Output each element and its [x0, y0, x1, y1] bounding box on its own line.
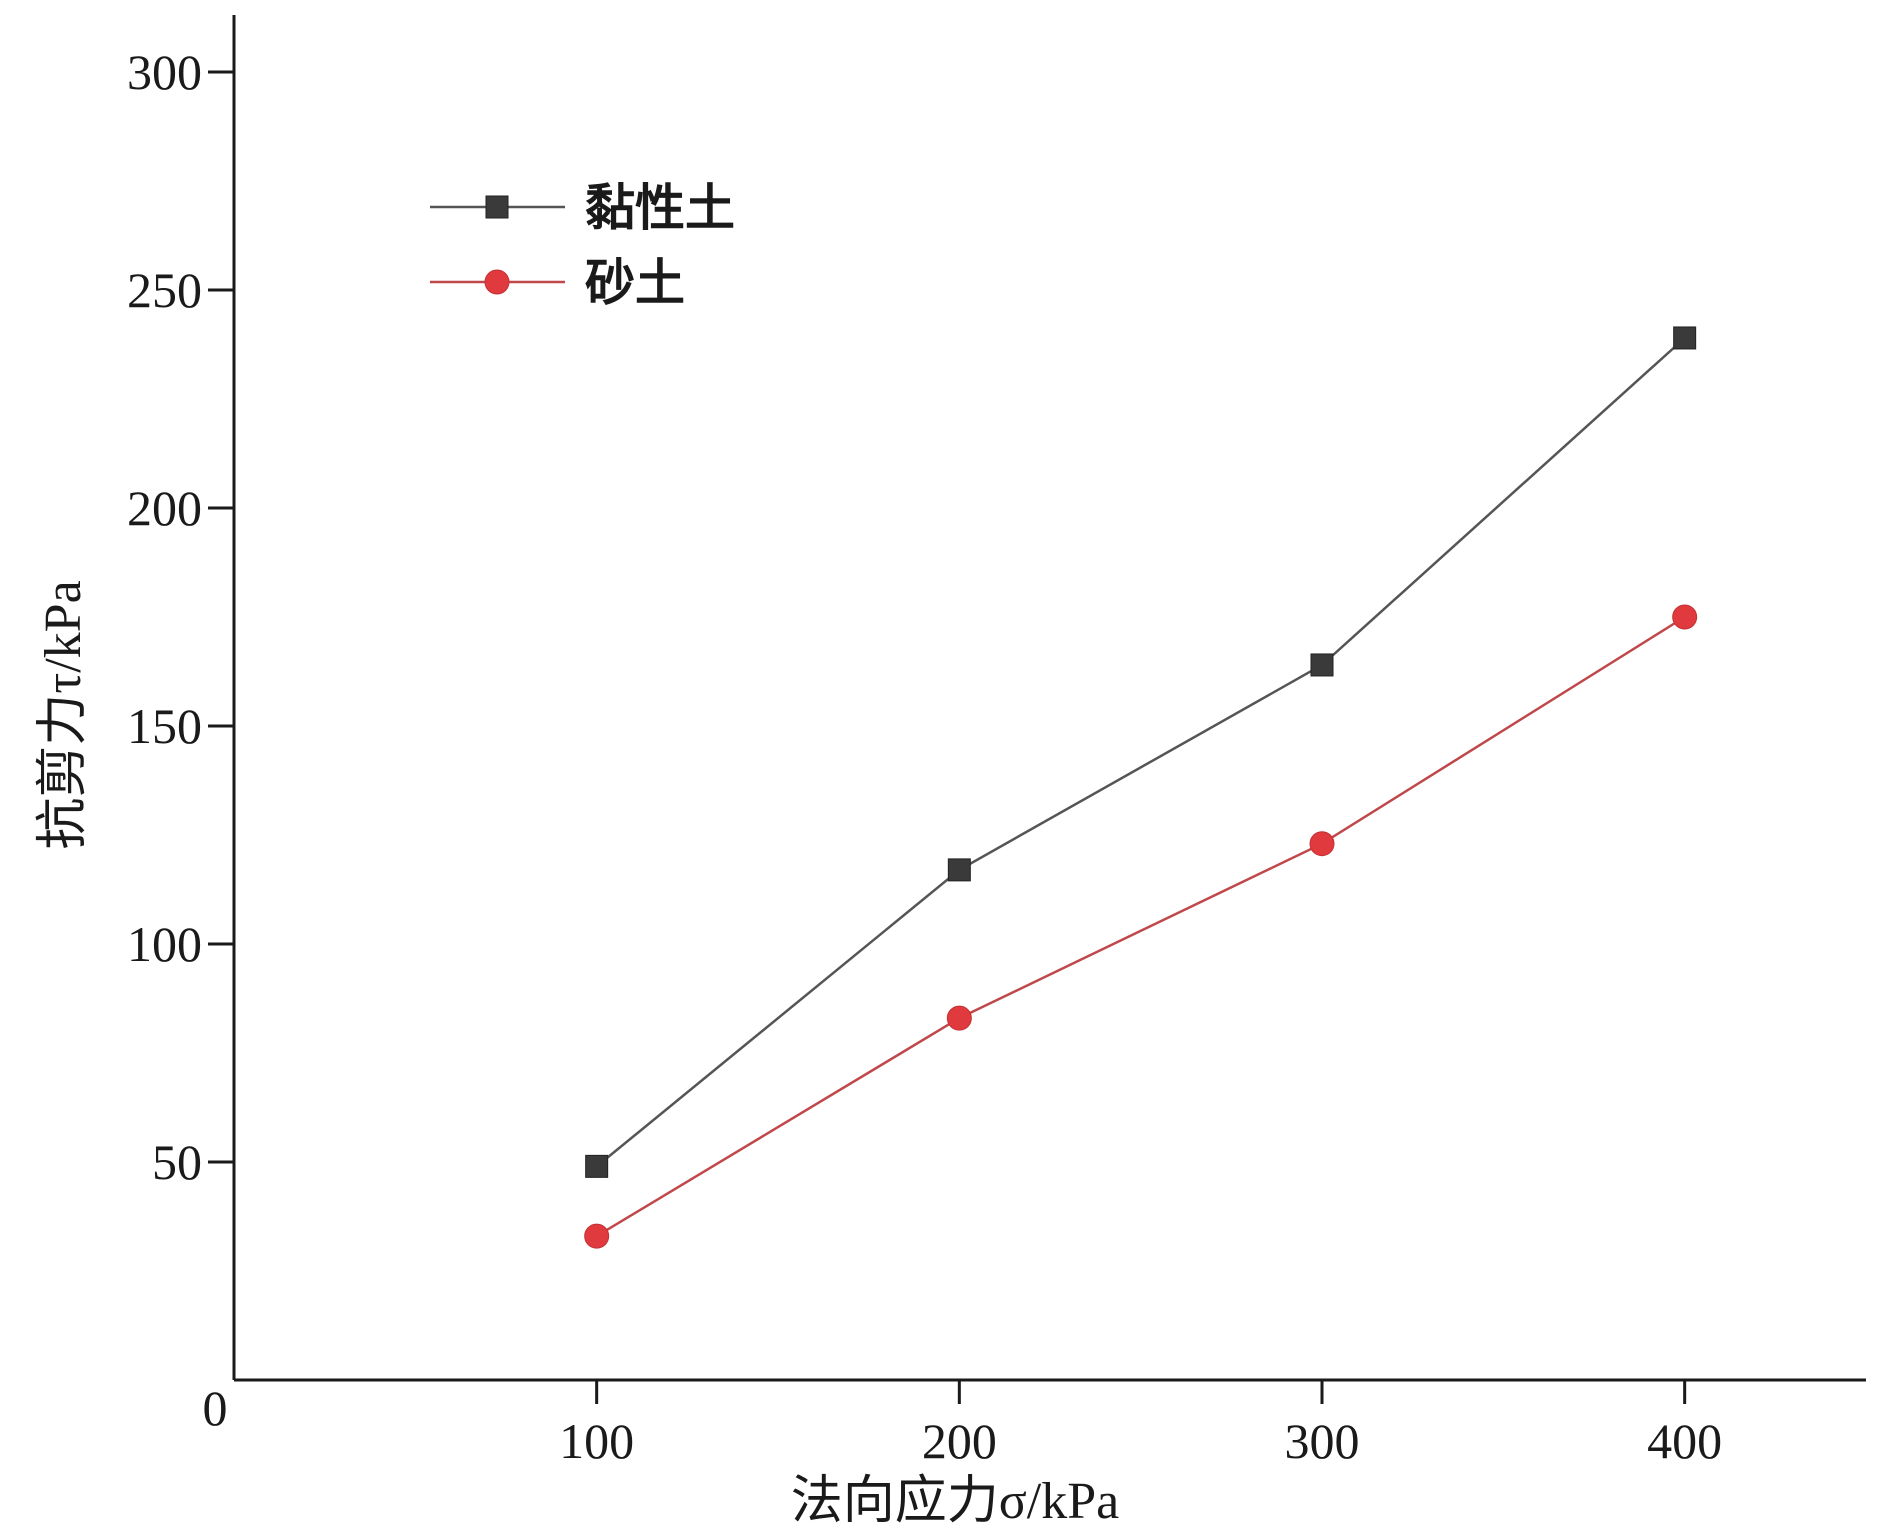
data-point-circle	[1309, 831, 1335, 857]
legend-item-1: 黏性土	[430, 179, 735, 237]
data-point-circle	[1672, 604, 1698, 630]
legend-item-2: 砂土	[430, 254, 685, 312]
data-point-square	[1673, 326, 1697, 350]
legend-label: 砂土	[585, 254, 685, 312]
y-tick-label: 100	[127, 916, 202, 972]
x-ticks: 100 200 300 400	[559, 1380, 1722, 1469]
x-tick-label: 300	[1285, 1413, 1360, 1469]
series-layer	[584, 326, 1698, 1249]
x-tick-label: 100	[559, 1413, 634, 1469]
series-line	[596, 615, 1686, 1238]
series-1	[585, 326, 1697, 1178]
data-point-circle	[946, 1005, 972, 1031]
x-axis-title: 法向应力σ/kPa	[791, 1473, 1119, 1530]
y-tick-label: 250	[127, 262, 202, 318]
data-point-square	[1310, 653, 1334, 677]
legend-marker-square	[485, 195, 509, 219]
y-tick-label: 300	[127, 44, 202, 100]
y-tick-label: 200	[127, 480, 202, 536]
axes	[232, 15, 1866, 1382]
legend-label: 黏性土	[585, 179, 735, 237]
y-axis-title: 抗剪力τ/kPa	[35, 580, 92, 849]
origin-label: 0	[203, 1380, 228, 1436]
data-point-square	[585, 1154, 609, 1178]
series-line	[595, 337, 1686, 1168]
y-tick-label: 50	[152, 1134, 202, 1190]
y-tick-label: 150	[127, 698, 202, 754]
x-tick-label: 200	[922, 1413, 997, 1469]
data-point-square	[947, 858, 971, 882]
data-point-circle	[584, 1223, 610, 1249]
x-tick-label: 400	[1647, 1413, 1722, 1469]
series-2	[584, 604, 1698, 1249]
legend-marker-circle	[484, 269, 510, 295]
y-ticks: 50 100 150 200 250 300	[127, 44, 234, 1190]
